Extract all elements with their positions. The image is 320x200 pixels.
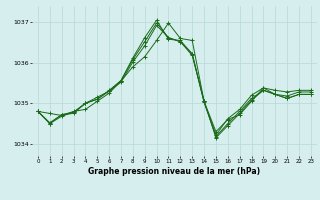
X-axis label: Graphe pression niveau de la mer (hPa): Graphe pression niveau de la mer (hPa) [88, 167, 260, 176]
